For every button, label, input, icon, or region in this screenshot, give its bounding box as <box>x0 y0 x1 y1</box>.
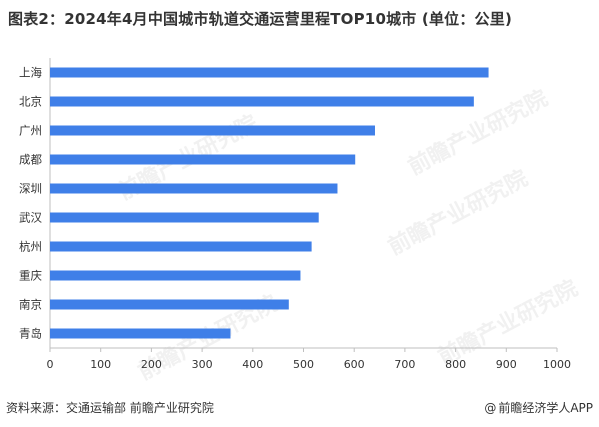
bar <box>50 299 289 310</box>
bar <box>50 270 301 281</box>
brand-name: 前瞻经济学人APP <box>498 401 593 415</box>
y-tick-label: 杭州 <box>19 240 42 254</box>
page-title: 图表2：2024年4月中国城市轨道交通运营里程TOP10城市 (单位：公里) <box>8 10 513 28</box>
x-tick-label: 1000 <box>543 358 571 371</box>
y-tick-label: 成都 <box>19 153 42 167</box>
y-tick-label: 深圳 <box>19 182 42 196</box>
x-tick-label: 600 <box>344 358 365 371</box>
x-tick-label: 100 <box>90 358 111 371</box>
source-note: 资料来源：交通运输部 前瞻产业研究院 <box>6 401 214 415</box>
bar <box>50 96 474 107</box>
bar <box>50 125 375 136</box>
x-tick-label: 800 <box>445 358 466 371</box>
bar <box>50 241 312 252</box>
y-tick-label: 武汉 <box>19 211 42 225</box>
x-tick-label: 700 <box>394 358 415 371</box>
brand-credit: @ 前瞻经济学人APP <box>484 399 593 416</box>
bar <box>50 67 489 78</box>
x-tick-label: 200 <box>141 358 162 371</box>
y-tick-label: 重庆 <box>19 269 42 283</box>
y-tick-label: 南京 <box>19 298 42 312</box>
x-tick-label: 400 <box>242 358 263 371</box>
x-tick-label: 0 <box>47 358 54 371</box>
x-tick-label: 500 <box>293 358 314 371</box>
y-tick-label: 广州 <box>19 124 42 138</box>
at-icon: @ <box>484 400 497 415</box>
y-tick-label: 青岛 <box>19 327 42 341</box>
bar <box>50 183 338 194</box>
y-tick-label: 上海 <box>19 66 42 80</box>
x-tick-label: 900 <box>496 358 517 371</box>
bar <box>50 154 356 165</box>
bar <box>50 328 231 339</box>
y-tick-label: 北京 <box>19 95 42 109</box>
bar <box>50 212 319 223</box>
x-tick-label: 300 <box>192 358 213 371</box>
